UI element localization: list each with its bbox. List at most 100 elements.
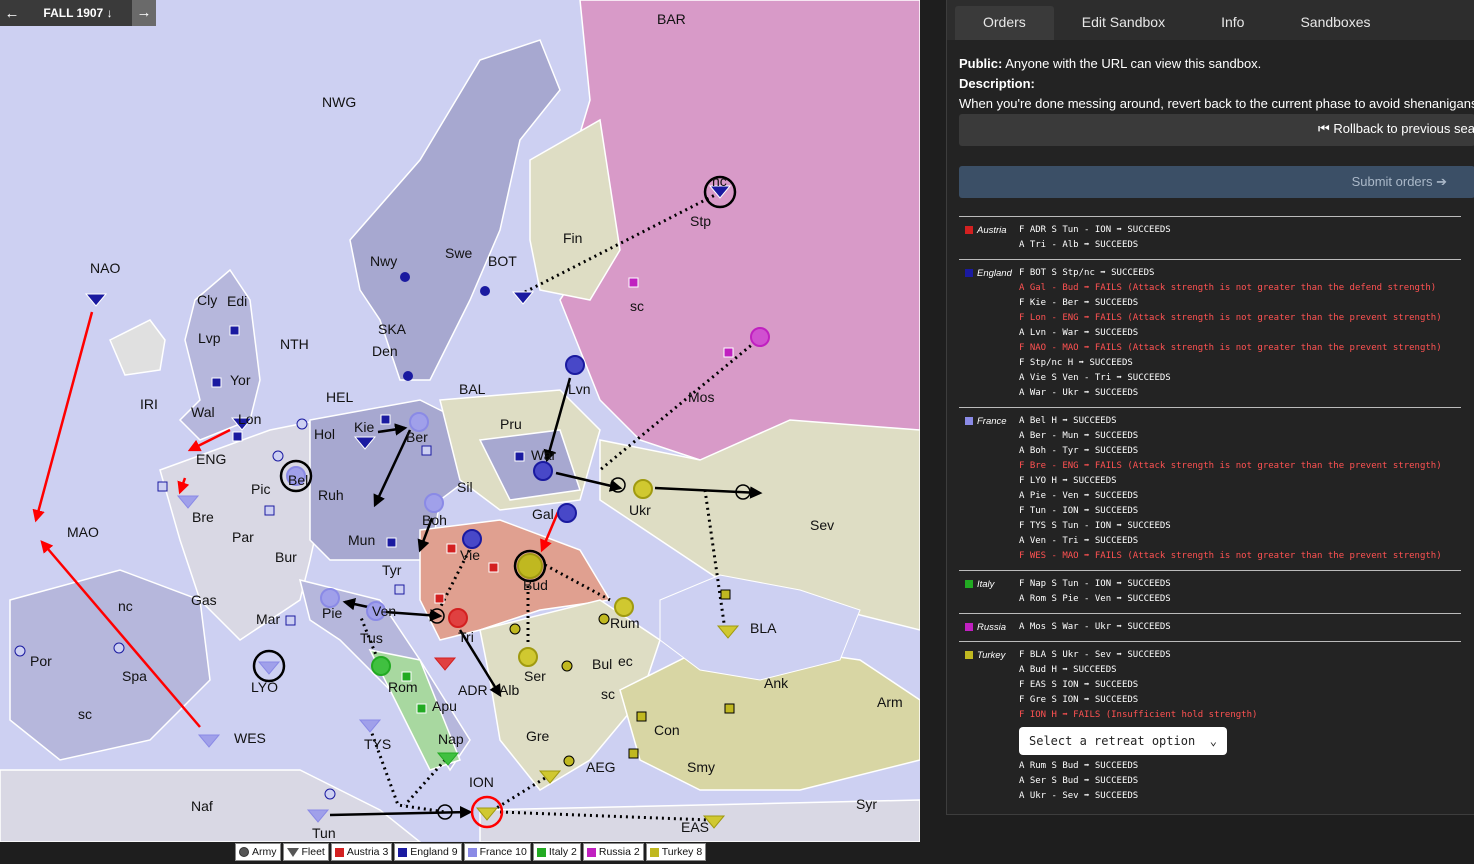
- label-smy[interactable]: Smy: [687, 759, 715, 775]
- phase-label[interactable]: FALL 1907 ↓: [43, 6, 113, 20]
- label-wes[interactable]: WES: [234, 730, 266, 746]
- legend-label: France 10: [479, 846, 527, 858]
- order-line: F NAO - MAO ➡ FAILS (Attack strength is …: [1019, 343, 1442, 353]
- label-spa[interactable]: Spa: [122, 668, 147, 684]
- label-stp[interactable]: Stp: [690, 213, 711, 229]
- label-syr[interactable]: Syr: [856, 796, 877, 812]
- label-nao[interactable]: NAO: [90, 260, 120, 276]
- retreat-select[interactable]: Select a retreat option ⌄: [1019, 727, 1227, 755]
- label-nwy[interactable]: Nwy: [370, 253, 397, 269]
- tab-edit-sandbox[interactable]: Edit Sandbox: [1081, 14, 1166, 30]
- nation-color-swatch: [965, 580, 973, 588]
- label-ska[interactable]: SKA: [378, 321, 407, 337]
- label-iri[interactable]: IRI: [140, 396, 158, 412]
- submit-orders-button[interactable]: Submit orders ➔: [959, 166, 1474, 198]
- label-war[interactable]: War: [531, 447, 556, 463]
- label-rom[interactable]: Rom: [388, 679, 418, 695]
- legend-item: England 9: [394, 843, 462, 861]
- label-sc-coast[interactable]: sc: [78, 706, 92, 722]
- label-bul[interactable]: Bul: [592, 656, 612, 672]
- tab-sandboxes[interactable]: Sandboxes: [1300, 14, 1371, 30]
- tab-orders[interactable]: Orders: [955, 6, 1054, 40]
- label-hol[interactable]: Hol: [314, 426, 335, 442]
- label-eas[interactable]: EAS: [681, 819, 709, 835]
- label-bla[interactable]: BLA: [750, 620, 777, 636]
- label-pie[interactable]: Pie: [322, 605, 342, 621]
- label-den[interactable]: Den: [372, 343, 398, 359]
- label-kie[interactable]: Kie: [354, 419, 374, 435]
- nation-turkey: Turkey F BLA S Ukr - Sev ➡ SUCCEEDS A Bud …: [959, 641, 1461, 810]
- label-sc-coast[interactable]: sc: [601, 686, 615, 702]
- label-ion[interactable]: ION: [469, 774, 494, 790]
- label-nc-coast[interactable]: nc: [712, 173, 727, 189]
- label-ven[interactable]: Ven: [372, 603, 396, 619]
- prev-phase-button[interactable]: ←: [4, 4, 20, 22]
- label-nwg[interactable]: NWG: [322, 94, 356, 110]
- label-ukr[interactable]: Ukr: [629, 502, 651, 518]
- label-vie[interactable]: Vie: [460, 547, 480, 563]
- tab-info[interactable]: Info: [1221, 14, 1245, 30]
- label-arm[interactable]: Arm: [877, 694, 903, 710]
- label-lon[interactable]: Lon: [238, 411, 261, 427]
- sandbox-info: Public: Anyone with the URL can view thi…: [959, 54, 1474, 114]
- diplomacy-map[interactable]: BAR NWG NAO Cly Edi Lvp Yor Wal Lon IRI ENG NTH Nwy S…: [0, 0, 920, 842]
- label-ser[interactable]: Ser: [524, 668, 546, 684]
- label-mos[interactable]: Mos: [688, 389, 714, 405]
- label-pic[interactable]: Pic: [251, 481, 270, 497]
- label-cly[interactable]: Cly: [197, 292, 217, 308]
- label-swe[interactable]: Swe: [445, 245, 472, 261]
- label-ank[interactable]: Ank: [764, 675, 789, 691]
- label-bre[interactable]: Bre: [192, 509, 214, 525]
- label-mun[interactable]: Mun: [348, 532, 375, 548]
- label-apu[interactable]: Apu: [432, 698, 457, 714]
- next-phase-button[interactable]: →: [132, 0, 156, 26]
- label-bal[interactable]: BAL: [459, 381, 486, 397]
- label-lyo[interactable]: LYO: [251, 679, 278, 695]
- label-tyr[interactable]: Tyr: [382, 562, 402, 578]
- label-nap[interactable]: Nap: [438, 731, 464, 747]
- label-mao[interactable]: MAO: [67, 524, 99, 540]
- label-lvp[interactable]: Lvp: [198, 330, 221, 346]
- rollback-button[interactable]: ⏮ Rollback to previous sea: [959, 114, 1474, 146]
- label-ec[interactable]: ec: [618, 653, 633, 669]
- label-nth[interactable]: NTH: [280, 336, 309, 352]
- label-rum[interactable]: Rum: [610, 615, 640, 631]
- label-tus[interactable]: Tus: [360, 630, 383, 646]
- label-boh[interactable]: Boh: [422, 512, 447, 528]
- label-nc[interactable]: nc: [118, 598, 133, 614]
- label-gal[interactable]: Gal: [532, 506, 554, 522]
- label-tun[interactable]: Tun: [312, 825, 336, 841]
- label-gre[interactable]: Gre: [526, 728, 550, 744]
- label-sc[interactable]: sc: [630, 298, 644, 314]
- label-mar[interactable]: Mar: [256, 611, 280, 627]
- label-fin[interactable]: Fin: [563, 230, 582, 246]
- label-hel[interactable]: HEL: [326, 389, 353, 405]
- label-con[interactable]: Con: [654, 722, 680, 738]
- label-por[interactable]: Por: [30, 653, 52, 669]
- label-pru[interactable]: Pru: [500, 416, 522, 432]
- label-tys[interactable]: TYS: [364, 736, 391, 752]
- label-bel[interactable]: Bel: [288, 472, 308, 488]
- label-lvn[interactable]: Lvn: [568, 381, 591, 397]
- label-gas[interactable]: Gas: [191, 592, 217, 608]
- label-par[interactable]: Par: [232, 529, 254, 545]
- label-wal[interactable]: Wal: [191, 404, 215, 420]
- label-bur[interactable]: Bur: [275, 549, 297, 565]
- label-bot[interactable]: BOT: [488, 253, 517, 269]
- label-bud[interactable]: Bud: [523, 577, 548, 593]
- label-sev[interactable]: Sev: [810, 517, 834, 533]
- order-line: A Ukr - Sev ➡ SUCCEEDS: [1019, 791, 1139, 801]
- label-alb[interactable]: Alb: [499, 682, 519, 698]
- label-adr[interactable]: ADR: [458, 682, 488, 698]
- label-sil[interactable]: Sil: [457, 479, 473, 495]
- label-ruh[interactable]: Ruh: [318, 487, 344, 503]
- order-line: F ION H ➡ FAILS (Insufficient hold stren…: [1019, 710, 1258, 720]
- label-eng[interactable]: ENG: [196, 451, 226, 467]
- label-ber[interactable]: Ber: [406, 429, 428, 445]
- label-edi[interactable]: Edi: [227, 293, 247, 309]
- label-aeg[interactable]: AEG: [586, 759, 616, 775]
- label-naf[interactable]: Naf: [191, 798, 213, 814]
- label-yor[interactable]: Yor: [230, 372, 251, 388]
- label-bar[interactable]: BAR: [657, 11, 686, 27]
- label-tri[interactable]: Tri: [458, 629, 474, 645]
